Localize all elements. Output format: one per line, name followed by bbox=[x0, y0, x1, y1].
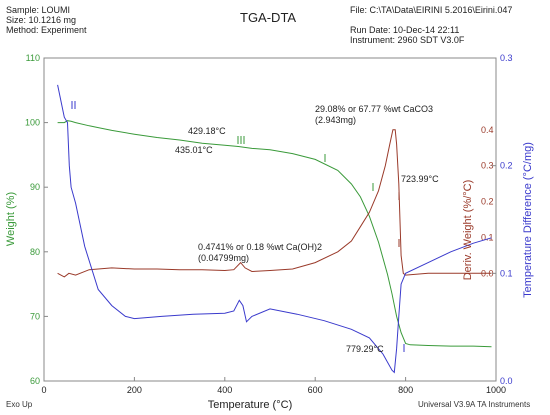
temp-diff-tick-label: 0.2 bbox=[500, 161, 513, 171]
annotation-caoh2-mass: (0.04799mg) bbox=[198, 253, 249, 263]
deriv-tick-label: 0.3 bbox=[481, 161, 494, 171]
annotation-caco3: 29.08% or 67.77 %wt CaCO3 bbox=[315, 104, 433, 114]
annotation-435: 435.01°C bbox=[175, 145, 213, 155]
temp-diff-tick-label: 0.0 bbox=[500, 376, 513, 386]
instrument-label: Instrument: 2960 SDT V3.0F bbox=[350, 35, 465, 45]
exo-up-label: Exo Up bbox=[6, 400, 33, 409]
weight-tick-label: 60 bbox=[30, 376, 40, 386]
weight-axis-label: Weight (%) bbox=[5, 192, 17, 246]
temp-diff-tick-label: 0.1 bbox=[500, 268, 513, 278]
deriv-tick-label: 0.1 bbox=[481, 232, 494, 242]
method-label: Method: Experiment bbox=[6, 25, 87, 35]
annotation-723: 723.99°C bbox=[401, 174, 439, 184]
temp-diff-tick-label: 0.3 bbox=[500, 53, 513, 63]
temp-diff-axis-label: Temperature Difference (°C/mg) bbox=[522, 142, 534, 298]
weight-tick-label: 80 bbox=[30, 247, 40, 257]
x-tick-label: 600 bbox=[308, 385, 323, 395]
weight-tick-label: 100 bbox=[25, 118, 40, 128]
plot-frame bbox=[43, 57, 497, 382]
deriv-tick-label: 0.4 bbox=[481, 125, 494, 135]
chart-title: TGA-DTA bbox=[240, 10, 297, 25]
annotation-429: 429.18°C bbox=[188, 126, 226, 136]
x-axis-label: Temperature (°C) bbox=[208, 399, 292, 411]
deriv-tick-label: 0.2 bbox=[481, 197, 494, 207]
size-label: Size: 10.1216 mg bbox=[6, 15, 77, 25]
tick-layer: 0 200 400 600 800 1000 60 70 80 90 100 110 0.0 0.1 0.2… bbox=[25, 53, 513, 395]
annotation-caoh2: 0.4741% or 0.18 %wt Ca(OH)2 bbox=[198, 242, 322, 252]
weight-tick-label: 70 bbox=[30, 311, 40, 321]
weight-curve bbox=[57, 120, 492, 348]
weight-tick-label: 110 bbox=[26, 53, 40, 63]
x-tick-label: 0 bbox=[41, 385, 46, 395]
x-tick-label: 400 bbox=[217, 385, 232, 395]
deriv-axis-label: Deriv. Weight (%/°C) bbox=[462, 180, 474, 281]
deriv-weight-curve bbox=[57, 129, 492, 278]
weight-tick-label: 90 bbox=[30, 182, 40, 192]
annotation-caco3-mass: (2.943mg) bbox=[315, 115, 356, 125]
x-tick-label: 1000 bbox=[486, 385, 506, 395]
temp-diff-curve bbox=[57, 84, 492, 374]
sample-label: Sample: LOUMI bbox=[6, 5, 71, 15]
series-layer bbox=[57, 84, 492, 374]
file-label: File: C:\TA\Data\EIRINI 5.2016\Eirini.04… bbox=[350, 5, 513, 15]
software-label: Universal V3.9A TA Instruments bbox=[418, 400, 531, 409]
annotation-779: 779.29°C bbox=[346, 344, 384, 354]
x-tick-label: 800 bbox=[398, 385, 413, 395]
x-tick-label: 200 bbox=[127, 385, 142, 395]
marker-layer bbox=[71, 101, 405, 352]
run-date-label: Run Date: 10-Dec-14 22:11 bbox=[350, 25, 460, 35]
